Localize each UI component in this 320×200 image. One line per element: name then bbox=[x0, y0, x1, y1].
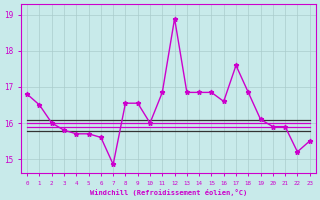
X-axis label: Windchill (Refroidissement éolien,°C): Windchill (Refroidissement éolien,°C) bbox=[90, 189, 247, 196]
